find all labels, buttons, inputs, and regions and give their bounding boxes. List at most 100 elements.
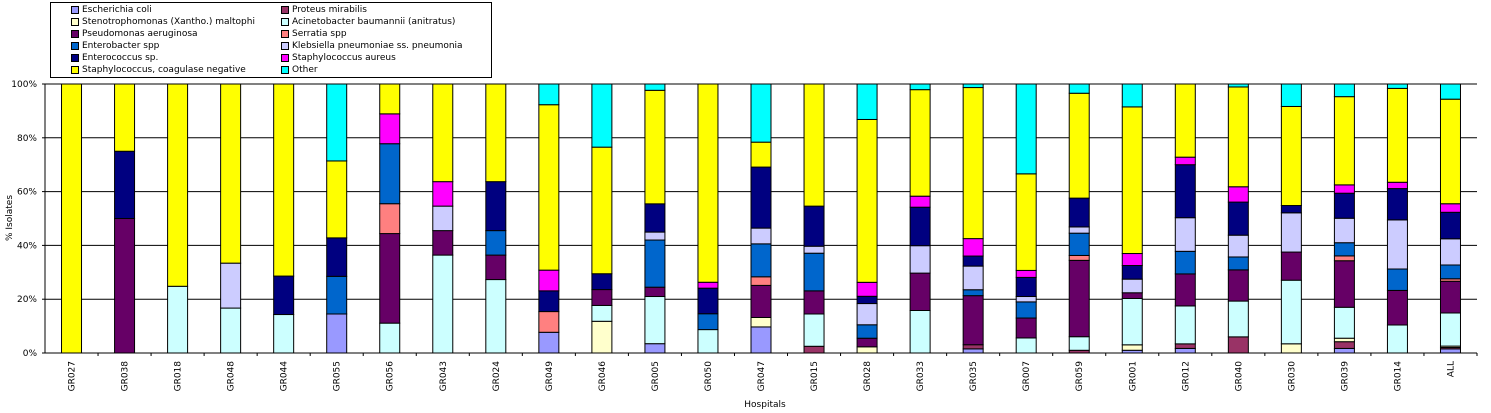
bar-segment	[1068, 83, 1090, 94]
bar-segment	[1333, 184, 1355, 194]
bar-stack-gr012	[1174, 83, 1196, 354]
bar-segment	[379, 322, 401, 354]
bar-segment	[962, 255, 984, 267]
bar-segment	[1068, 232, 1090, 256]
bar-segment	[591, 83, 613, 148]
bar-segment	[538, 331, 560, 354]
bar-segment	[1439, 312, 1461, 347]
bar-segment	[1227, 186, 1249, 203]
bar-segment	[1439, 348, 1461, 354]
bar-segment	[1121, 278, 1143, 294]
bar-segment	[1068, 92, 1090, 199]
legend-item: Escherichia coli	[71, 5, 152, 16]
y-axis-label: % Isolates	[5, 195, 15, 241]
x-axis-label: Hospitals	[744, 400, 786, 410]
bar-segment	[1386, 83, 1408, 89]
x-tick-label: GR033	[916, 361, 926, 391]
bar-stack-gr046	[591, 83, 613, 354]
legend-label: Enterococcus sp.	[82, 53, 159, 63]
bar-segment	[1386, 268, 1408, 291]
legend-item: Staphylococcus aureus	[281, 53, 396, 64]
bar-segment	[1068, 259, 1090, 338]
x-tick-label: GR005	[651, 361, 661, 391]
bar-stack-gr027	[61, 83, 83, 354]
bar-segment	[1174, 217, 1196, 252]
bar-stack-gr007	[1015, 83, 1037, 354]
bar-segment	[1386, 324, 1408, 354]
bar-stack-gr048	[220, 83, 242, 354]
bar-segment	[1386, 188, 1408, 221]
bar-segment	[1174, 83, 1196, 158]
bar-stack-gr018	[167, 83, 189, 354]
legend-swatch	[71, 41, 79, 50]
bar-segment	[1121, 292, 1143, 299]
bar-segment	[1227, 234, 1249, 258]
bar-segment	[1280, 205, 1302, 214]
bar-segment	[962, 289, 984, 297]
bar-stack-all	[1439, 83, 1461, 354]
bar-segment	[1174, 347, 1196, 354]
bar-segment	[273, 275, 295, 316]
y-tick-label: 80%	[17, 134, 37, 144]
bar-segment	[750, 83, 772, 143]
bar-segment	[1227, 336, 1249, 354]
x-tick-label: GR059	[1075, 361, 1085, 392]
bar-segment	[1333, 83, 1355, 98]
bar-segment	[485, 83, 507, 183]
legend-swatch	[71, 5, 79, 14]
bar-segment	[591, 320, 613, 354]
bar-segment	[962, 295, 984, 346]
bar-segment	[856, 303, 878, 326]
x-tick-label: GR038	[121, 361, 131, 392]
legend-label: Acinetobacter baumannii (anitratus)	[292, 17, 456, 27]
bar-stack-gr050	[697, 83, 719, 354]
legend-label: Other	[292, 65, 318, 75]
bar-segment	[1015, 296, 1037, 303]
bar-segment	[379, 203, 401, 235]
bar-segment	[803, 290, 825, 315]
x-tick-label: GR056	[386, 361, 396, 392]
legend-item: Stenotrophomonas (Xantho.) maltophi	[71, 17, 255, 28]
legend-swatch	[281, 65, 289, 74]
bar-segment	[220, 307, 242, 354]
bar-stack-gr056	[379, 83, 401, 354]
bar-segment	[750, 166, 772, 229]
x-tick-label: GR048	[227, 361, 237, 392]
bar-segment	[1280, 105, 1302, 207]
bar-segment	[856, 337, 878, 348]
bar-segment	[485, 181, 507, 232]
bar-segment	[1439, 264, 1461, 280]
bar-segment	[750, 243, 772, 278]
bar-segment	[1333, 242, 1355, 257]
bar-segment	[591, 304, 613, 322]
x-tick-label: GR027	[68, 361, 78, 391]
bar-segment	[644, 239, 666, 288]
bar-segment	[114, 150, 136, 219]
x-tick-label: GR050	[704, 361, 714, 392]
bar-stack-gr038	[114, 83, 136, 354]
bar-segment	[909, 245, 931, 274]
bar-stack-gr055	[326, 83, 348, 354]
bar-segment	[697, 287, 719, 315]
legend-label: Stenotrophomonas (Xantho.) maltophi	[82, 17, 255, 27]
legend-item: Klebsiella pneumoniae ss. pneumonia	[281, 41, 463, 52]
x-tick-label: GR035	[969, 361, 979, 391]
bar-segment	[856, 346, 878, 354]
bar-segment	[750, 276, 772, 286]
bar-stack-gr039	[1333, 83, 1355, 354]
bar-segment	[1333, 217, 1355, 244]
bar-segment	[697, 281, 719, 289]
bar-segment	[432, 254, 454, 354]
bar-segment	[1121, 297, 1143, 346]
bar-stack-gr044	[273, 83, 295, 354]
bar-segment	[61, 83, 83, 354]
x-tick-labels: GR027 GR038 GR018 GR048 GR044 GR055 GR056 GR043…	[68, 353, 1478, 392]
bar-segment	[1227, 300, 1249, 338]
x-tick-label: GR012	[1181, 361, 1191, 391]
bar-stack-gr035	[962, 83, 984, 354]
bar-segment	[114, 83, 136, 152]
bar-segment	[856, 295, 878, 305]
bar-segment	[326, 275, 348, 315]
bar-segment	[909, 206, 931, 247]
